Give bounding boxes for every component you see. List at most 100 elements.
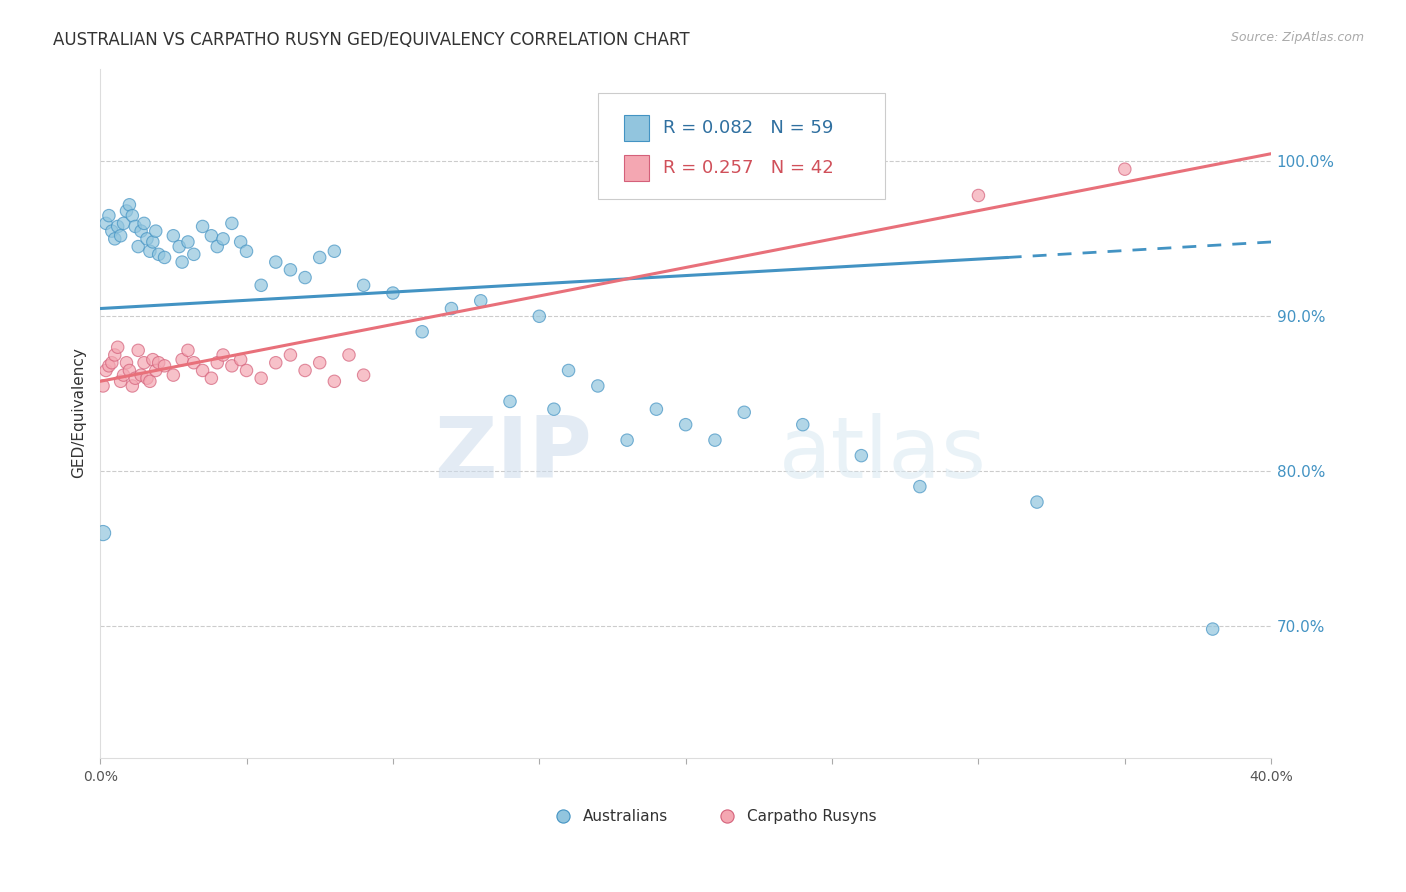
- Point: [1201, 622, 1223, 636]
- Point: [280, 348, 302, 362]
- Point: [97, 209, 120, 223]
- Point: [129, 368, 152, 383]
- Point: [172, 255, 194, 269]
- Point: [142, 352, 165, 367]
- Point: [353, 278, 375, 293]
- Point: [294, 270, 316, 285]
- Point: [1026, 495, 1049, 509]
- Point: [207, 356, 229, 370]
- Point: [967, 188, 990, 202]
- Point: [148, 247, 170, 261]
- Point: [94, 363, 117, 377]
- Point: [381, 286, 404, 301]
- Point: [191, 219, 214, 234]
- Text: Source: ZipAtlas.com: Source: ZipAtlas.com: [1230, 31, 1364, 45]
- Point: [121, 379, 143, 393]
- Point: [235, 244, 257, 259]
- Point: [908, 480, 931, 494]
- Point: [183, 356, 205, 370]
- Point: [172, 352, 194, 367]
- Point: [294, 363, 316, 377]
- Point: [162, 228, 184, 243]
- Point: [107, 340, 129, 354]
- Point: [110, 374, 132, 388]
- Point: [115, 356, 138, 370]
- Point: [703, 433, 725, 447]
- Text: ZIP: ZIP: [434, 413, 592, 496]
- Point: [470, 293, 492, 308]
- Point: [200, 228, 222, 243]
- Point: [191, 363, 214, 377]
- Point: [162, 368, 184, 383]
- Point: [129, 224, 152, 238]
- Point: [148, 356, 170, 370]
- Point: [127, 239, 149, 253]
- Point: [139, 244, 162, 259]
- Point: [337, 348, 360, 362]
- Point: [499, 394, 522, 409]
- Point: [264, 255, 287, 269]
- Point: [250, 278, 273, 293]
- Point: [91, 526, 114, 541]
- Point: [110, 228, 132, 243]
- Point: [353, 368, 375, 383]
- Point: [207, 239, 229, 253]
- Point: [118, 198, 141, 212]
- FancyBboxPatch shape: [598, 93, 884, 200]
- Point: [118, 363, 141, 377]
- Point: [177, 343, 200, 358]
- Point: [167, 239, 190, 253]
- Text: 0.0%: 0.0%: [83, 770, 118, 784]
- Point: [645, 402, 668, 417]
- Y-axis label: GED/Equivalency: GED/Equivalency: [72, 348, 86, 478]
- Point: [235, 363, 257, 377]
- Point: [1114, 162, 1136, 177]
- Point: [101, 356, 124, 370]
- Point: [136, 232, 159, 246]
- Point: [115, 204, 138, 219]
- Point: [200, 371, 222, 385]
- Point: [177, 235, 200, 249]
- Point: [139, 374, 162, 388]
- Point: [112, 368, 135, 383]
- Point: [733, 405, 755, 419]
- Point: [153, 251, 176, 265]
- Point: [675, 417, 697, 432]
- Point: [104, 232, 127, 246]
- Point: [112, 216, 135, 230]
- Point: [121, 209, 143, 223]
- Point: [153, 359, 176, 373]
- Point: [104, 348, 127, 362]
- Point: [94, 216, 117, 230]
- Point: [91, 379, 114, 393]
- Point: [792, 417, 814, 432]
- Point: [212, 348, 235, 362]
- Point: [543, 402, 565, 417]
- Point: [264, 356, 287, 370]
- Point: [183, 247, 205, 261]
- Point: [107, 219, 129, 234]
- Point: [323, 374, 346, 388]
- Point: [97, 359, 120, 373]
- Point: [616, 433, 638, 447]
- Text: AUSTRALIAN VS CARPATHO RUSYN GED/EQUIVALENCY CORRELATION CHART: AUSTRALIAN VS CARPATHO RUSYN GED/EQUIVAL…: [53, 31, 690, 49]
- Point: [127, 343, 149, 358]
- Point: [221, 359, 243, 373]
- Point: [586, 379, 609, 393]
- Text: Australians: Australians: [582, 809, 668, 823]
- Point: [308, 356, 330, 370]
- Point: [142, 235, 165, 249]
- Text: R = 0.082   N = 59: R = 0.082 N = 59: [664, 120, 834, 137]
- Point: [557, 363, 579, 377]
- Text: Carpatho Rusyns: Carpatho Rusyns: [747, 809, 876, 823]
- Point: [323, 244, 346, 259]
- Point: [132, 216, 155, 230]
- Point: [221, 216, 243, 230]
- Point: [851, 449, 873, 463]
- Point: [280, 262, 302, 277]
- Point: [124, 371, 146, 385]
- Bar: [624, 115, 650, 142]
- Point: [145, 224, 167, 238]
- Point: [101, 224, 124, 238]
- Point: [411, 325, 433, 339]
